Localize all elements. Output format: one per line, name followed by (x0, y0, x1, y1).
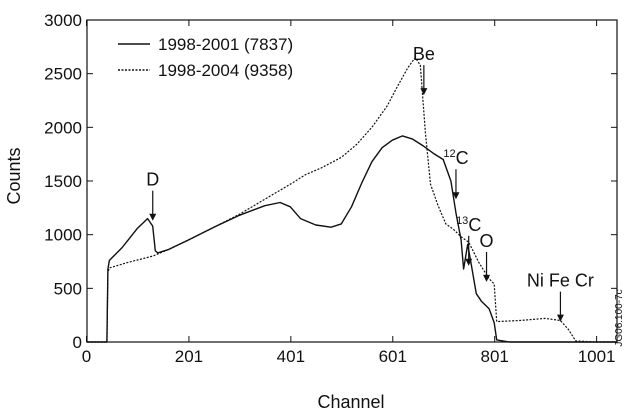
y-tick-label: 1500 (44, 172, 82, 191)
x-tick-label: 801 (481, 347, 509, 366)
y-tick-label: 2500 (44, 65, 82, 84)
legend: 1998-2001 (7837) 1998-2004 (9358) (118, 35, 293, 80)
series-line-2 (87, 56, 617, 343)
annotation-element: C (456, 148, 469, 168)
x-tick-label: 201 (175, 347, 203, 366)
annotation-arrow-head (452, 192, 460, 200)
y-tick-label: 1000 (44, 226, 82, 245)
annotation-label: D (146, 170, 159, 190)
annotation-arrow-head (149, 213, 157, 221)
y-tick-label: 0 (73, 333, 82, 352)
y-axis-title: Counts (4, 147, 24, 204)
legend-label: 1998-2001 (7837) (158, 35, 293, 54)
annotation-label: Ni Fe Cr (527, 271, 594, 291)
x-tick-label: 601 (379, 347, 407, 366)
annotation-label: O (480, 231, 494, 251)
annotation-arrow-head (556, 314, 564, 322)
x-tick-label: 401 (277, 347, 305, 366)
annotation-label: 12C (443, 148, 468, 168)
y-tick-label: 3000 (44, 11, 82, 30)
x-axis: 0 201 401 601 801 1001 (82, 20, 616, 366)
x-axis-title: Channel (317, 392, 384, 412)
annotation-element: C (468, 215, 481, 235)
annotation-arrow-head (483, 274, 491, 282)
y-tick-label: 2000 (44, 118, 82, 137)
x-tick-label: 1001 (578, 347, 616, 366)
annotation-arrow-head (420, 88, 428, 96)
series-line-1 (87, 135, 617, 343)
annotation-superscript: 13 (456, 215, 468, 227)
annotation-label: Be (413, 44, 435, 64)
legend-label: 1998-2004 (9358) (158, 61, 293, 80)
annotation-arrow-head (465, 258, 473, 266)
y-axis: 0 500 1000 1500 2000 2500 3000 (44, 11, 617, 352)
annotation-label: 13C (456, 215, 481, 235)
series-lines (87, 56, 617, 343)
x-tick-label: 0 (82, 347, 91, 366)
y-tick-label: 500 (54, 279, 82, 298)
annotation-superscript: 12 (443, 148, 455, 160)
figure-id-label: JG06.100-7c (614, 289, 625, 346)
